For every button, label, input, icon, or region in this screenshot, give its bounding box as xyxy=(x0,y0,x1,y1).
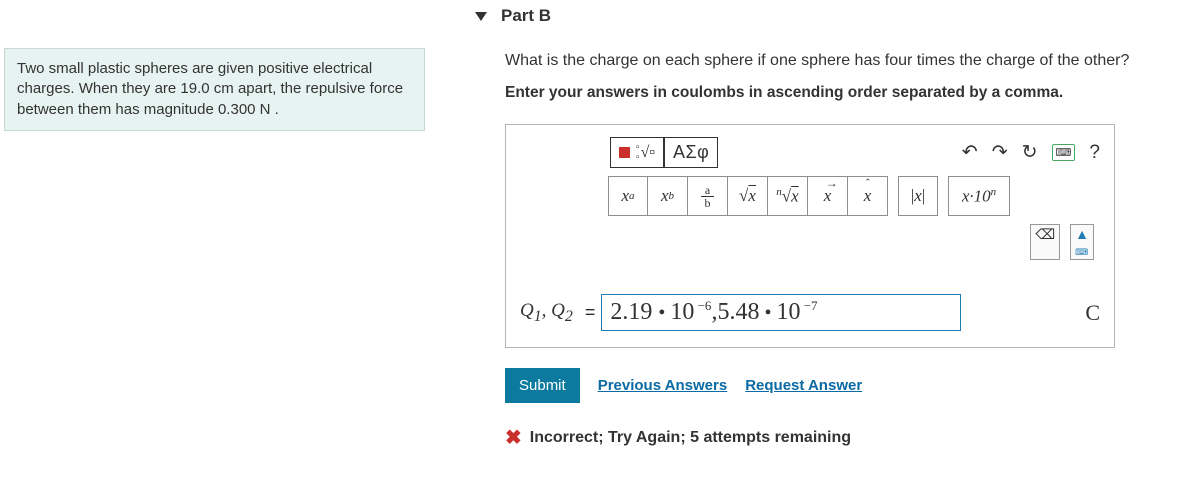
palette-nroot[interactable]: n√x xyxy=(768,176,808,216)
redo-icon[interactable]: ↷ xyxy=(992,141,1008,164)
palette-hat[interactable]: ˆx xyxy=(848,176,888,216)
part-label: Part B xyxy=(501,6,551,26)
palette-vector[interactable]: →x xyxy=(808,176,848,216)
reset-icon[interactable]: ↻ xyxy=(1022,141,1038,164)
undo-icon[interactable]: ↶ xyxy=(962,141,978,164)
previous-answers-link[interactable]: Previous Answers xyxy=(598,377,728,394)
palette-superscript[interactable]: xa xyxy=(608,176,648,216)
palette-subscript[interactable]: xb xyxy=(648,176,688,216)
collapse-triangle-icon xyxy=(475,12,487,21)
keyboard-small-icon[interactable]: ▲⌨ xyxy=(1070,224,1094,260)
palette-abs[interactable]: |x| xyxy=(898,176,938,216)
error-icon: ✖ xyxy=(505,425,522,450)
question-text: What is the charge on each sphere if one… xyxy=(505,52,1200,70)
part-header[interactable]: Part B xyxy=(475,6,1200,26)
palette-fraction[interactable]: ab xyxy=(688,176,728,216)
help-icon[interactable]: ? xyxy=(1089,142,1100,164)
problem-statement: Two small plastic spheres are given posi… xyxy=(4,48,425,131)
template-tab[interactable]: ▫▫√▫ xyxy=(610,137,664,168)
palette-sqrt[interactable]: √x xyxy=(728,176,768,216)
problem-text: Two small plastic spheres are given posi… xyxy=(17,60,403,118)
stop-icon xyxy=(619,147,630,158)
feedback-text: Incorrect; Try Again; 5 attempts remaini… xyxy=(530,429,851,447)
math-palette: xa xb ab √x n√x →x ˆx |x| x·10n xyxy=(608,176,1100,216)
greek-tab[interactable]: ΑΣφ xyxy=(664,137,718,168)
keyboard-icon[interactable]: ⌨ xyxy=(1052,144,1076,161)
answer-var-label: Q1, Q2 xyxy=(520,300,573,326)
palette-sci[interactable]: x·10n xyxy=(948,176,1010,216)
backspace-icon[interactable]: ⌫ xyxy=(1030,224,1060,260)
feedback-bar: ✖ Incorrect; Try Again; 5 attempts remai… xyxy=(505,425,1200,450)
question-instruction: Enter your answers in coulombs in ascend… xyxy=(505,84,1200,102)
request-answer-link[interactable]: Request Answer xyxy=(745,377,862,394)
submit-button[interactable]: Submit xyxy=(505,368,580,403)
answer-widget: ▫▫√▫ ΑΣφ ↶ ↷ ↻ ⌨ ? xyxy=(505,124,1115,348)
equals-sign: = xyxy=(585,302,596,323)
answer-units: C xyxy=(1085,300,1100,326)
answer-input[interactable]: 2.19 • 10 −6,5.48 • 10 −7 xyxy=(601,294,961,331)
